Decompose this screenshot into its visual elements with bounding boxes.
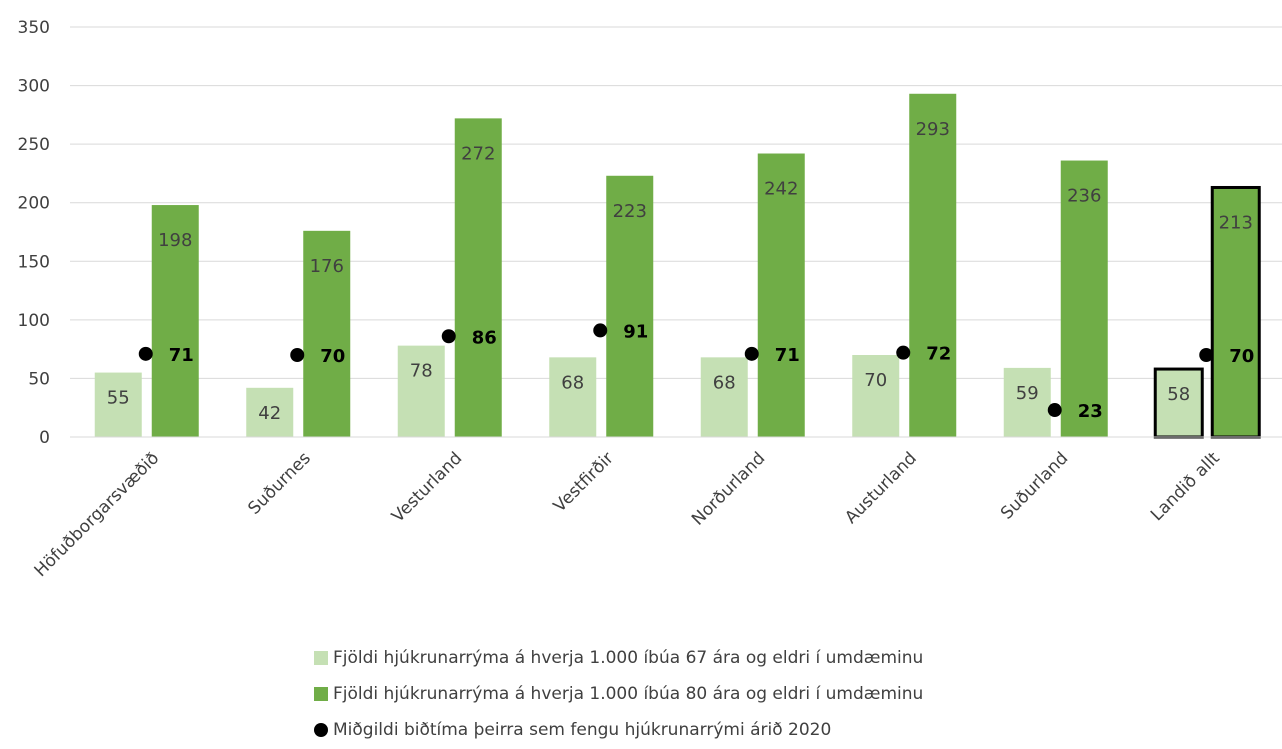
bar-67 — [246, 387, 294, 437]
gridlines — [70, 26, 1282, 438]
legend-label-67: Fjöldi hjúkrunarrýma á hverja 1.000 íbúa… — [333, 648, 924, 668]
legend-label-80: Fjöldi hjúkrunarrýma á hverja 1.000 íbúa… — [333, 684, 924, 704]
bar-80-value-label: 176 — [310, 256, 344, 277]
legend-item-median: Miðgildi biðtíma þeirra sem fengu hjúkru… — [314, 712, 923, 748]
x-tick-label: Norðurland — [688, 448, 769, 529]
median-value-label: 70 — [1229, 346, 1254, 367]
bar-67-value-label: 59 — [1016, 383, 1039, 404]
bar-80 — [757, 153, 805, 437]
y-tick-label: 50 — [28, 369, 50, 389]
bar-67 — [700, 357, 748, 437]
y-tick-label: 350 — [18, 18, 50, 38]
bar-67 — [94, 372, 142, 437]
legend-dot-median — [314, 723, 328, 737]
bar-80 — [303, 230, 351, 437]
y-tick-label: 300 — [18, 77, 50, 97]
bar-67-value-label: 68 — [561, 372, 584, 393]
median-dot — [441, 329, 456, 344]
legend-item-67: Fjöldi hjúkrunarrýma á hverja 1.000 íbúa… — [314, 640, 923, 676]
bar-67-value-label: 42 — [258, 403, 281, 424]
bar-67 — [852, 355, 900, 437]
legend-item-80: Fjöldi hjúkrunarrýma á hverja 1.000 íbúa… — [314, 676, 923, 712]
bar-67-value-label: 55 — [107, 388, 130, 409]
bar-67 — [1153, 367, 1204, 439]
median-value-label: 91 — [623, 321, 648, 342]
dots: 71 70 86 91 71 72 23 70 — [138, 321, 1254, 422]
median-value-label: 72 — [926, 344, 951, 365]
bar-80 — [909, 93, 957, 438]
median-value-label: 71 — [169, 345, 194, 366]
y-tick-label: 250 — [18, 135, 50, 155]
median-value-label: 70 — [320, 346, 345, 367]
median-dot — [744, 346, 759, 361]
bar-67 — [549, 357, 597, 437]
median-dot — [1199, 348, 1214, 362]
median-dot — [593, 323, 608, 338]
y-tick-label: 200 — [18, 194, 50, 214]
bar-80 — [1060, 160, 1108, 438]
y-tick-label: 100 — [18, 311, 50, 331]
median-value-label: 23 — [1078, 401, 1103, 422]
median-value-label: 86 — [472, 327, 497, 348]
x-tick-label: Höfuðborgarsvæðið — [31, 448, 164, 581]
bar-67 — [1003, 367, 1051, 437]
bar-80-value-label: 272 — [461, 143, 495, 164]
y-tick-label: 0 — [39, 428, 50, 448]
median-dot — [1047, 403, 1062, 418]
bar-80 — [1210, 185, 1261, 439]
x-axis: Höfuðborgarsvæðið Suðurnes Vesturland Vestf… — [31, 436, 1282, 581]
x-tick-label: Austurland — [841, 448, 920, 527]
bar-80 — [606, 175, 654, 437]
legend-label-median: Miðgildi biðtíma þeirra sem fengu hjúkru… — [333, 720, 832, 740]
median-dot — [896, 345, 911, 360]
bar-67-value-label: 58 — [1167, 384, 1190, 405]
x-tick-label: Vestfirðir — [550, 448, 618, 516]
x-tick-label: Vesturland — [388, 448, 466, 526]
bar-80-value-label: 236 — [1067, 186, 1101, 207]
median-value-label: 71 — [775, 345, 800, 366]
legend-swatch-67 — [314, 651, 328, 665]
x-tick-label: Landið allt — [1147, 448, 1224, 525]
bar-67-value-label: 70 — [864, 370, 887, 391]
legend: Fjöldi hjúkrunarrýma á hverja 1.000 íbúa… — [314, 640, 923, 748]
bar-80-value-label: 198 — [158, 230, 192, 251]
x-tick-label: Suðurland — [997, 448, 1072, 523]
bar-80-value-label: 242 — [764, 179, 798, 200]
y-axis: 0 50 100 150 200 250 300 350 — [18, 18, 50, 448]
y-tick-label: 150 — [18, 252, 50, 272]
bar-80-value-label: 293 — [916, 119, 950, 140]
bar-67-value-label: 78 — [410, 361, 433, 382]
bar-67-value-label: 68 — [713, 372, 736, 393]
median-dot — [290, 348, 305, 362]
x-tick-label: Suðurnes — [244, 448, 314, 518]
bar-67 — [397, 345, 445, 437]
chart: 0 50 100 150 200 250 300 350 55 198 42 176 78 272 68 2… — [18, 18, 1282, 581]
bar-80 — [151, 205, 199, 437]
bars: 55 198 42 176 78 272 68 223 68 242 70 293 59 236 58 213 — [94, 93, 1261, 439]
median-dot — [138, 346, 153, 361]
bar-80-value-label: 223 — [613, 201, 647, 222]
bar-80-value-label: 213 — [1219, 212, 1253, 233]
legend-swatch-80 — [314, 687, 328, 701]
bar-80 — [454, 118, 502, 437]
